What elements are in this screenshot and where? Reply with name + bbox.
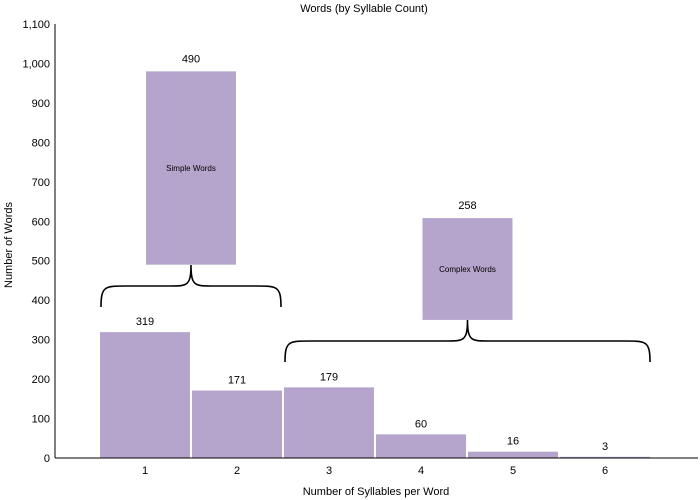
- group-total-label: 258: [458, 200, 476, 212]
- x-tick-label: 5: [510, 465, 516, 477]
- bar-data-labels: 319 171 179 60 16 3: [136, 316, 608, 453]
- y-tick-label: 1,000: [22, 58, 50, 70]
- group-label: Simple Words: [166, 164, 216, 173]
- x-tick-label: 2: [234, 465, 240, 477]
- y-axis-ticks: 0 100 200 300 400 500 600 700 800 900 1,000 1,100: [22, 19, 50, 465]
- y-tick-label: 500: [32, 256, 50, 268]
- y-tick-label: 0: [44, 453, 50, 465]
- y-tick-label: 1,100: [22, 19, 50, 31]
- x-tick-label: 3: [326, 465, 332, 477]
- bar-value-label: 60: [415, 418, 427, 430]
- y-tick-label: 800: [32, 137, 50, 149]
- y-tick-label: 200: [32, 374, 50, 386]
- y-tick-label: 700: [32, 177, 50, 189]
- y-tick-label: 300: [32, 335, 50, 347]
- group-box-0: [146, 71, 236, 265]
- y-tick-label: 600: [32, 216, 50, 228]
- x-axis-ticks: 1 2 3 4 5 6: [142, 465, 608, 477]
- bar-value-label: 319: [136, 316, 154, 328]
- group-label: Complex Words: [439, 265, 496, 274]
- group-box-1: [422, 218, 513, 320]
- bar-4: [376, 434, 466, 458]
- bar-value-label: 179: [320, 371, 338, 383]
- bar-5: [468, 451, 558, 458]
- x-tick-label: 4: [418, 465, 424, 477]
- group-annotations: Simple Words 490 Complex Words 258: [100, 53, 651, 363]
- y-axis-label: Number of Words: [3, 202, 15, 288]
- y-tick-label: 900: [32, 98, 50, 110]
- bar-3: [284, 387, 374, 458]
- x-axis-label: Number of Syllables per Word: [303, 486, 450, 498]
- x-tick-label: 1: [142, 465, 148, 477]
- y-tick-label: 400: [32, 295, 50, 307]
- bar-1: [100, 332, 190, 458]
- curly-brace: [100, 264, 282, 308]
- bar-value-label: 16: [507, 436, 519, 448]
- bars: [100, 332, 650, 458]
- x-tick-label: 6: [602, 465, 608, 477]
- bar-value-label: 171: [228, 375, 246, 387]
- bar-6: [560, 456, 650, 458]
- bar-2: [192, 390, 282, 458]
- chart-title: Words (by Syllable Count): [300, 3, 428, 15]
- y-tick-label: 100: [32, 414, 50, 426]
- curly-brace: [284, 319, 651, 363]
- bar-value-label: 3: [602, 441, 608, 453]
- group-total-label: 490: [182, 53, 200, 65]
